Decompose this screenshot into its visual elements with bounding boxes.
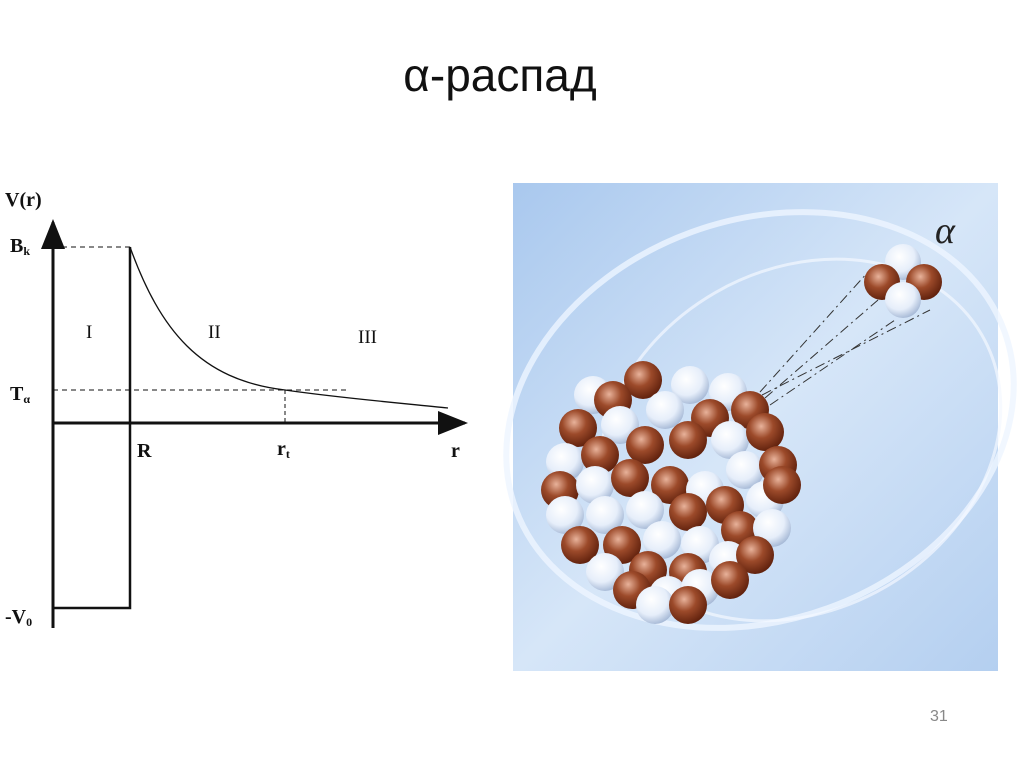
label-base: r [277,438,286,460]
label-sub: t [286,447,290,461]
label-sub: 0 [26,615,32,629]
label-base: T [10,383,24,405]
region-label: I [86,322,92,343]
label-base: B [10,235,23,257]
turning-point-label: rt [277,438,290,461]
label-sub: k [23,244,30,258]
label-base: -V [5,606,27,628]
coulomb-curve [129,246,449,409]
region-label: II [208,322,221,343]
energy-label: Tα [10,383,30,406]
y-axis-label: V(r) [5,189,42,211]
page-number: 31 [930,708,948,725]
well-label: -V0 [5,606,32,629]
label-sub: α [23,392,30,406]
region-label: III [358,327,377,348]
well [53,247,132,610]
radius-label: R [137,440,152,462]
barrier-label: Bk [10,235,30,258]
potential-diagram [41,219,468,628]
alpha-label: α [935,210,956,252]
x-axis-label: r [451,440,460,462]
slide-title: α-распад [403,49,597,101]
nucleus-illustration: α [503,183,1017,671]
